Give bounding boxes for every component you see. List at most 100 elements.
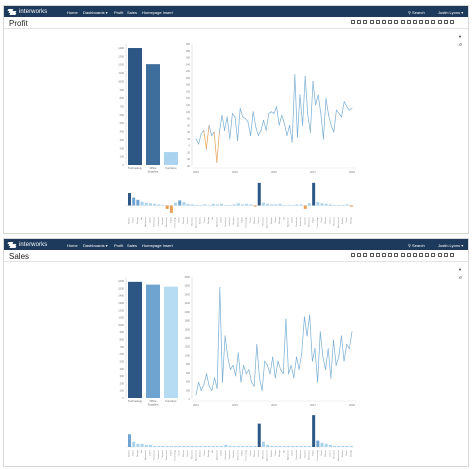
- line-point[interactable]: [239, 108, 241, 109]
- subcategory-bar[interactable]: [333, 204, 337, 206]
- subcategory-bar[interactable]: [257, 182, 261, 206]
- subcategory-bar[interactable]: [224, 444, 228, 447]
- line-point[interactable]: [219, 131, 220, 133]
- line-point[interactable]: [330, 377, 332, 379]
- line-point[interactable]: [330, 124, 332, 126]
- subcategory-bar[interactable]: [136, 199, 140, 206]
- reset-icon[interactable]: ↺: [458, 42, 462, 47]
- print-icon[interactable]: [412, 253, 417, 257]
- subcategory-bar[interactable]: [232, 204, 236, 206]
- line-point[interactable]: [265, 130, 267, 131]
- line-point[interactable]: [216, 388, 218, 389]
- fullscreen-icon[interactable]: [425, 253, 430, 257]
- fullscreen-icon[interactable]: [425, 20, 430, 24]
- line-point[interactable]: [234, 116, 236, 118]
- search-link[interactable]: ⚲ Search: [408, 243, 425, 248]
- subcategory-bar[interactable]: [241, 204, 245, 206]
- subcategory-bar[interactable]: [295, 204, 299, 206]
- line-point[interactable]: [271, 111, 272, 113]
- nav-item-sales[interactable]: Sales: [127, 242, 138, 248]
- subcategory-bar[interactable]: [182, 202, 186, 206]
- line-point[interactable]: [247, 121, 249, 123]
- line-point[interactable]: [327, 348, 329, 349]
- subcategory-bar[interactable]: [337, 445, 341, 447]
- subscribe-icon[interactable]: [419, 20, 424, 24]
- download-icon[interactable]: [406, 253, 411, 257]
- subcategory-bar[interactable]: [341, 445, 345, 447]
- line-point[interactable]: [335, 364, 337, 366]
- subcategory-bar[interactable]: [303, 205, 307, 209]
- subcategory-bar[interactable]: [282, 445, 286, 447]
- line-point[interactable]: [286, 135, 288, 136]
- subcategory-bar[interactable]: [270, 445, 274, 447]
- line-point[interactable]: [289, 124, 290, 126]
- undo-icon[interactable]: [363, 253, 368, 257]
- subcategory-bar[interactable]: [165, 205, 169, 209]
- print-icon[interactable]: [412, 20, 417, 24]
- settings-icon[interactable]: [431, 20, 436, 24]
- lock-icon[interactable]: [437, 20, 442, 24]
- line-point[interactable]: [349, 348, 350, 349]
- subcategory-bar[interactable]: [274, 445, 278, 447]
- line-point[interactable]: [333, 339, 334, 341]
- line-point[interactable]: [317, 381, 318, 383]
- nav-item-home[interactable]: Home: [67, 242, 78, 248]
- line-point[interactable]: [224, 335, 226, 337]
- subcategory-bar[interactable]: [228, 204, 232, 206]
- line-point[interactable]: [346, 106, 348, 108]
- subcategory-bar[interactable]: [215, 204, 219, 206]
- line-point[interactable]: [255, 126, 257, 128]
- subcategory-bar[interactable]: [341, 204, 345, 206]
- line-point[interactable]: [314, 348, 316, 349]
- share-icon[interactable]: [394, 253, 399, 257]
- subcategory-bar[interactable]: [337, 204, 341, 206]
- line-point[interactable]: [200, 133, 202, 135]
- subcategory-bar[interactable]: [144, 444, 148, 447]
- line-point[interactable]: [206, 373, 207, 375]
- category-bar[interactable]: [128, 48, 142, 165]
- line-point[interactable]: [282, 373, 284, 375]
- category-bar[interactable]: [146, 64, 160, 165]
- reset-icon[interactable]: ↺: [458, 275, 462, 280]
- line-point[interactable]: [200, 390, 202, 391]
- nav-item-sales[interactable]: Sales: [127, 9, 138, 15]
- line-point[interactable]: [285, 318, 287, 320]
- line-point[interactable]: [250, 135, 251, 136]
- line-point[interactable]: [251, 381, 252, 383]
- line-point[interactable]: [343, 101, 345, 102]
- nav-item-profit[interactable]: Profit: [114, 242, 124, 248]
- line-point[interactable]: [213, 131, 215, 133]
- subcategory-bar[interactable]: [140, 443, 144, 447]
- line-point[interactable]: [317, 94, 319, 96]
- line-point[interactable]: [226, 116, 228, 118]
- nav-item-profit[interactable]: Profit: [114, 9, 124, 15]
- line-point[interactable]: [341, 116, 342, 118]
- subcategory-bar[interactable]: [136, 443, 140, 447]
- line-point[interactable]: [312, 80, 314, 82]
- subcategory-bar[interactable]: [199, 445, 203, 447]
- subcategory-bar[interactable]: [169, 445, 173, 447]
- subcategory-bar[interactable]: [203, 204, 207, 206]
- redo-icon[interactable]: [381, 253, 386, 257]
- line-point[interactable]: [338, 113, 340, 114]
- subcategory-bar[interactable]: [190, 445, 194, 447]
- subscribe-icon[interactable]: [419, 253, 424, 257]
- line-point[interactable]: [245, 373, 247, 375]
- subcategory-bar[interactable]: [169, 205, 173, 213]
- line-point[interactable]: [221, 114, 223, 116]
- line-point[interactable]: [248, 369, 250, 370]
- line-point[interactable]: [309, 314, 311, 316]
- subcategory-bar[interactable]: [148, 444, 152, 447]
- subcategory-bar[interactable]: [203, 445, 207, 447]
- subcategory-bar[interactable]: [320, 442, 324, 447]
- subcategory-bar[interactable]: [211, 445, 215, 447]
- subcategory-bar[interactable]: [220, 445, 224, 447]
- line-point[interactable]: [311, 360, 313, 362]
- subcategory-bar[interactable]: [128, 193, 132, 206]
- subcategory-bar[interactable]: [245, 203, 249, 206]
- line-point[interactable]: [315, 104, 316, 106]
- subcategory-bar[interactable]: [249, 204, 253, 206]
- line-point[interactable]: [267, 364, 268, 366]
- line-point[interactable]: [195, 138, 197, 140]
- line-point[interactable]: [216, 162, 218, 163]
